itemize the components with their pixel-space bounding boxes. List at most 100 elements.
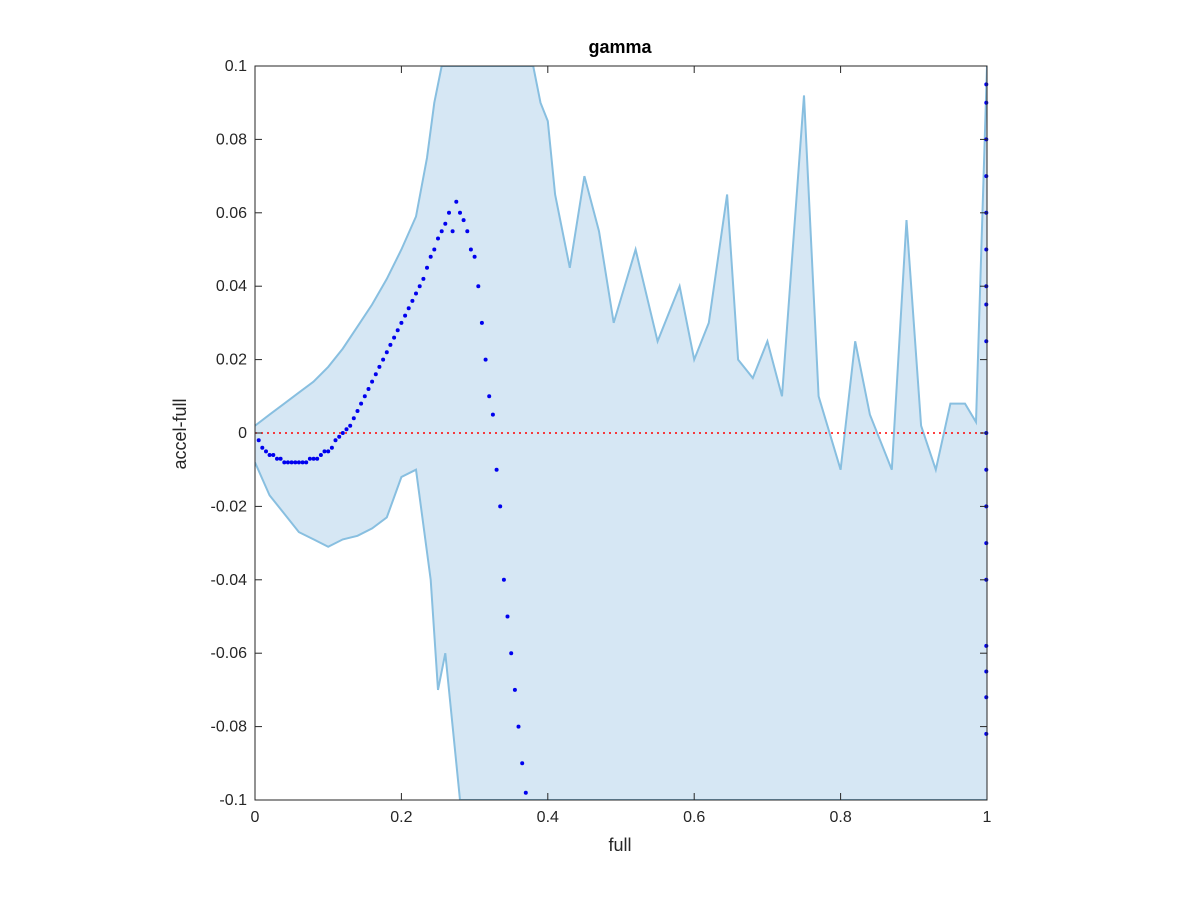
data-point <box>454 199 459 204</box>
data-point <box>293 460 298 465</box>
data-point <box>267 453 272 457</box>
data-point <box>984 695 989 700</box>
data-point <box>366 387 371 391</box>
data-point <box>282 460 287 465</box>
band-upper-line <box>255 66 987 474</box>
data-point <box>984 669 989 674</box>
x-tick-label: 0.2 <box>390 809 412 826</box>
data-point <box>348 423 353 428</box>
y-tick-label: -0.08 <box>211 719 248 736</box>
data-point <box>322 449 327 454</box>
x-tick-label: 0.8 <box>829 809 851 826</box>
data-point <box>315 456 320 461</box>
data-point <box>984 302 989 307</box>
data-point <box>490 412 495 417</box>
data-point <box>458 210 462 215</box>
data-point <box>392 335 397 340</box>
data-point <box>296 460 301 465</box>
data-point <box>984 467 989 472</box>
data-point <box>461 218 466 223</box>
data-point <box>307 456 312 461</box>
y-tick-label: 0.02 <box>216 352 247 369</box>
data-point <box>509 651 514 656</box>
data-point <box>465 229 470 234</box>
data-point <box>362 394 367 399</box>
data-point <box>344 427 349 432</box>
data-point <box>984 100 989 105</box>
data-point <box>373 372 378 377</box>
data-point <box>417 284 422 289</box>
data-point <box>399 320 404 325</box>
data-point <box>414 291 418 296</box>
data-point <box>487 394 492 399</box>
data-point <box>304 460 309 465</box>
x-axis-label: full <box>608 835 631 855</box>
x-tick-label: 0.4 <box>537 809 559 826</box>
y-tick-label: -0.02 <box>211 498 248 515</box>
y-tick-label: 0 <box>238 425 247 442</box>
data-point <box>289 460 294 465</box>
plot-area: 0 0.2 0.4 0.6 0.8 1 -0.1 -0.08 -0.06 -0.04 -0.02 0 0… <box>211 58 992 826</box>
data-point <box>984 541 989 546</box>
data-point <box>260 445 265 450</box>
data-point <box>340 431 345 435</box>
data-point <box>370 379 375 384</box>
data-point <box>318 453 323 457</box>
data-point <box>432 247 437 252</box>
data-point <box>447 210 451 215</box>
data-point <box>421 276 426 281</box>
data-point <box>359 401 364 406</box>
data-point <box>351 416 356 421</box>
data-point <box>271 453 276 457</box>
data-point <box>337 434 342 439</box>
x-tick-label: 0 <box>251 809 260 826</box>
data-point <box>377 364 382 369</box>
data-point <box>984 339 989 344</box>
y-tick-label: -0.1 <box>219 792 247 809</box>
data-point <box>494 467 499 472</box>
data-point <box>381 357 386 362</box>
data-point <box>410 298 415 303</box>
x-tick-label: 1 <box>983 809 992 826</box>
data-point <box>436 236 440 241</box>
data-point <box>984 82 989 87</box>
data-point <box>479 320 484 325</box>
data-point <box>285 460 290 465</box>
x-tick-label: 0.6 <box>683 809 705 826</box>
band-lower-line <box>255 461 987 800</box>
data-point <box>512 687 517 692</box>
y-tick-label: 0.1 <box>225 58 247 75</box>
y-axis-label: accel-full <box>170 398 190 469</box>
data-point <box>428 254 433 259</box>
y-tick-label: 0.04 <box>216 278 247 295</box>
data-point <box>326 449 331 454</box>
data-point <box>501 577 506 582</box>
y-tick-label: -0.06 <box>211 645 248 662</box>
data-point <box>275 456 279 461</box>
data-point <box>403 313 408 318</box>
data-point <box>523 790 528 795</box>
data-point <box>443 221 448 226</box>
data-point <box>439 229 444 234</box>
data-point <box>388 342 393 347</box>
data-point <box>498 504 503 509</box>
data-point <box>406 306 411 311</box>
data-point <box>278 456 283 461</box>
data-point <box>476 284 481 289</box>
y-tick-label: -0.04 <box>211 572 248 589</box>
data-point <box>300 460 305 465</box>
y-tick-label: 0.06 <box>216 205 247 222</box>
data-point <box>520 761 525 766</box>
data-point <box>384 350 389 355</box>
data-point <box>450 229 455 234</box>
data-point <box>329 445 334 450</box>
data-point <box>468 247 473 252</box>
data-point <box>256 438 261 443</box>
data-point <box>264 449 268 454</box>
data-point <box>311 456 316 461</box>
data-point <box>516 724 521 729</box>
data-point <box>472 254 477 259</box>
chart-title: gamma <box>588 37 652 57</box>
data-point <box>395 328 400 333</box>
